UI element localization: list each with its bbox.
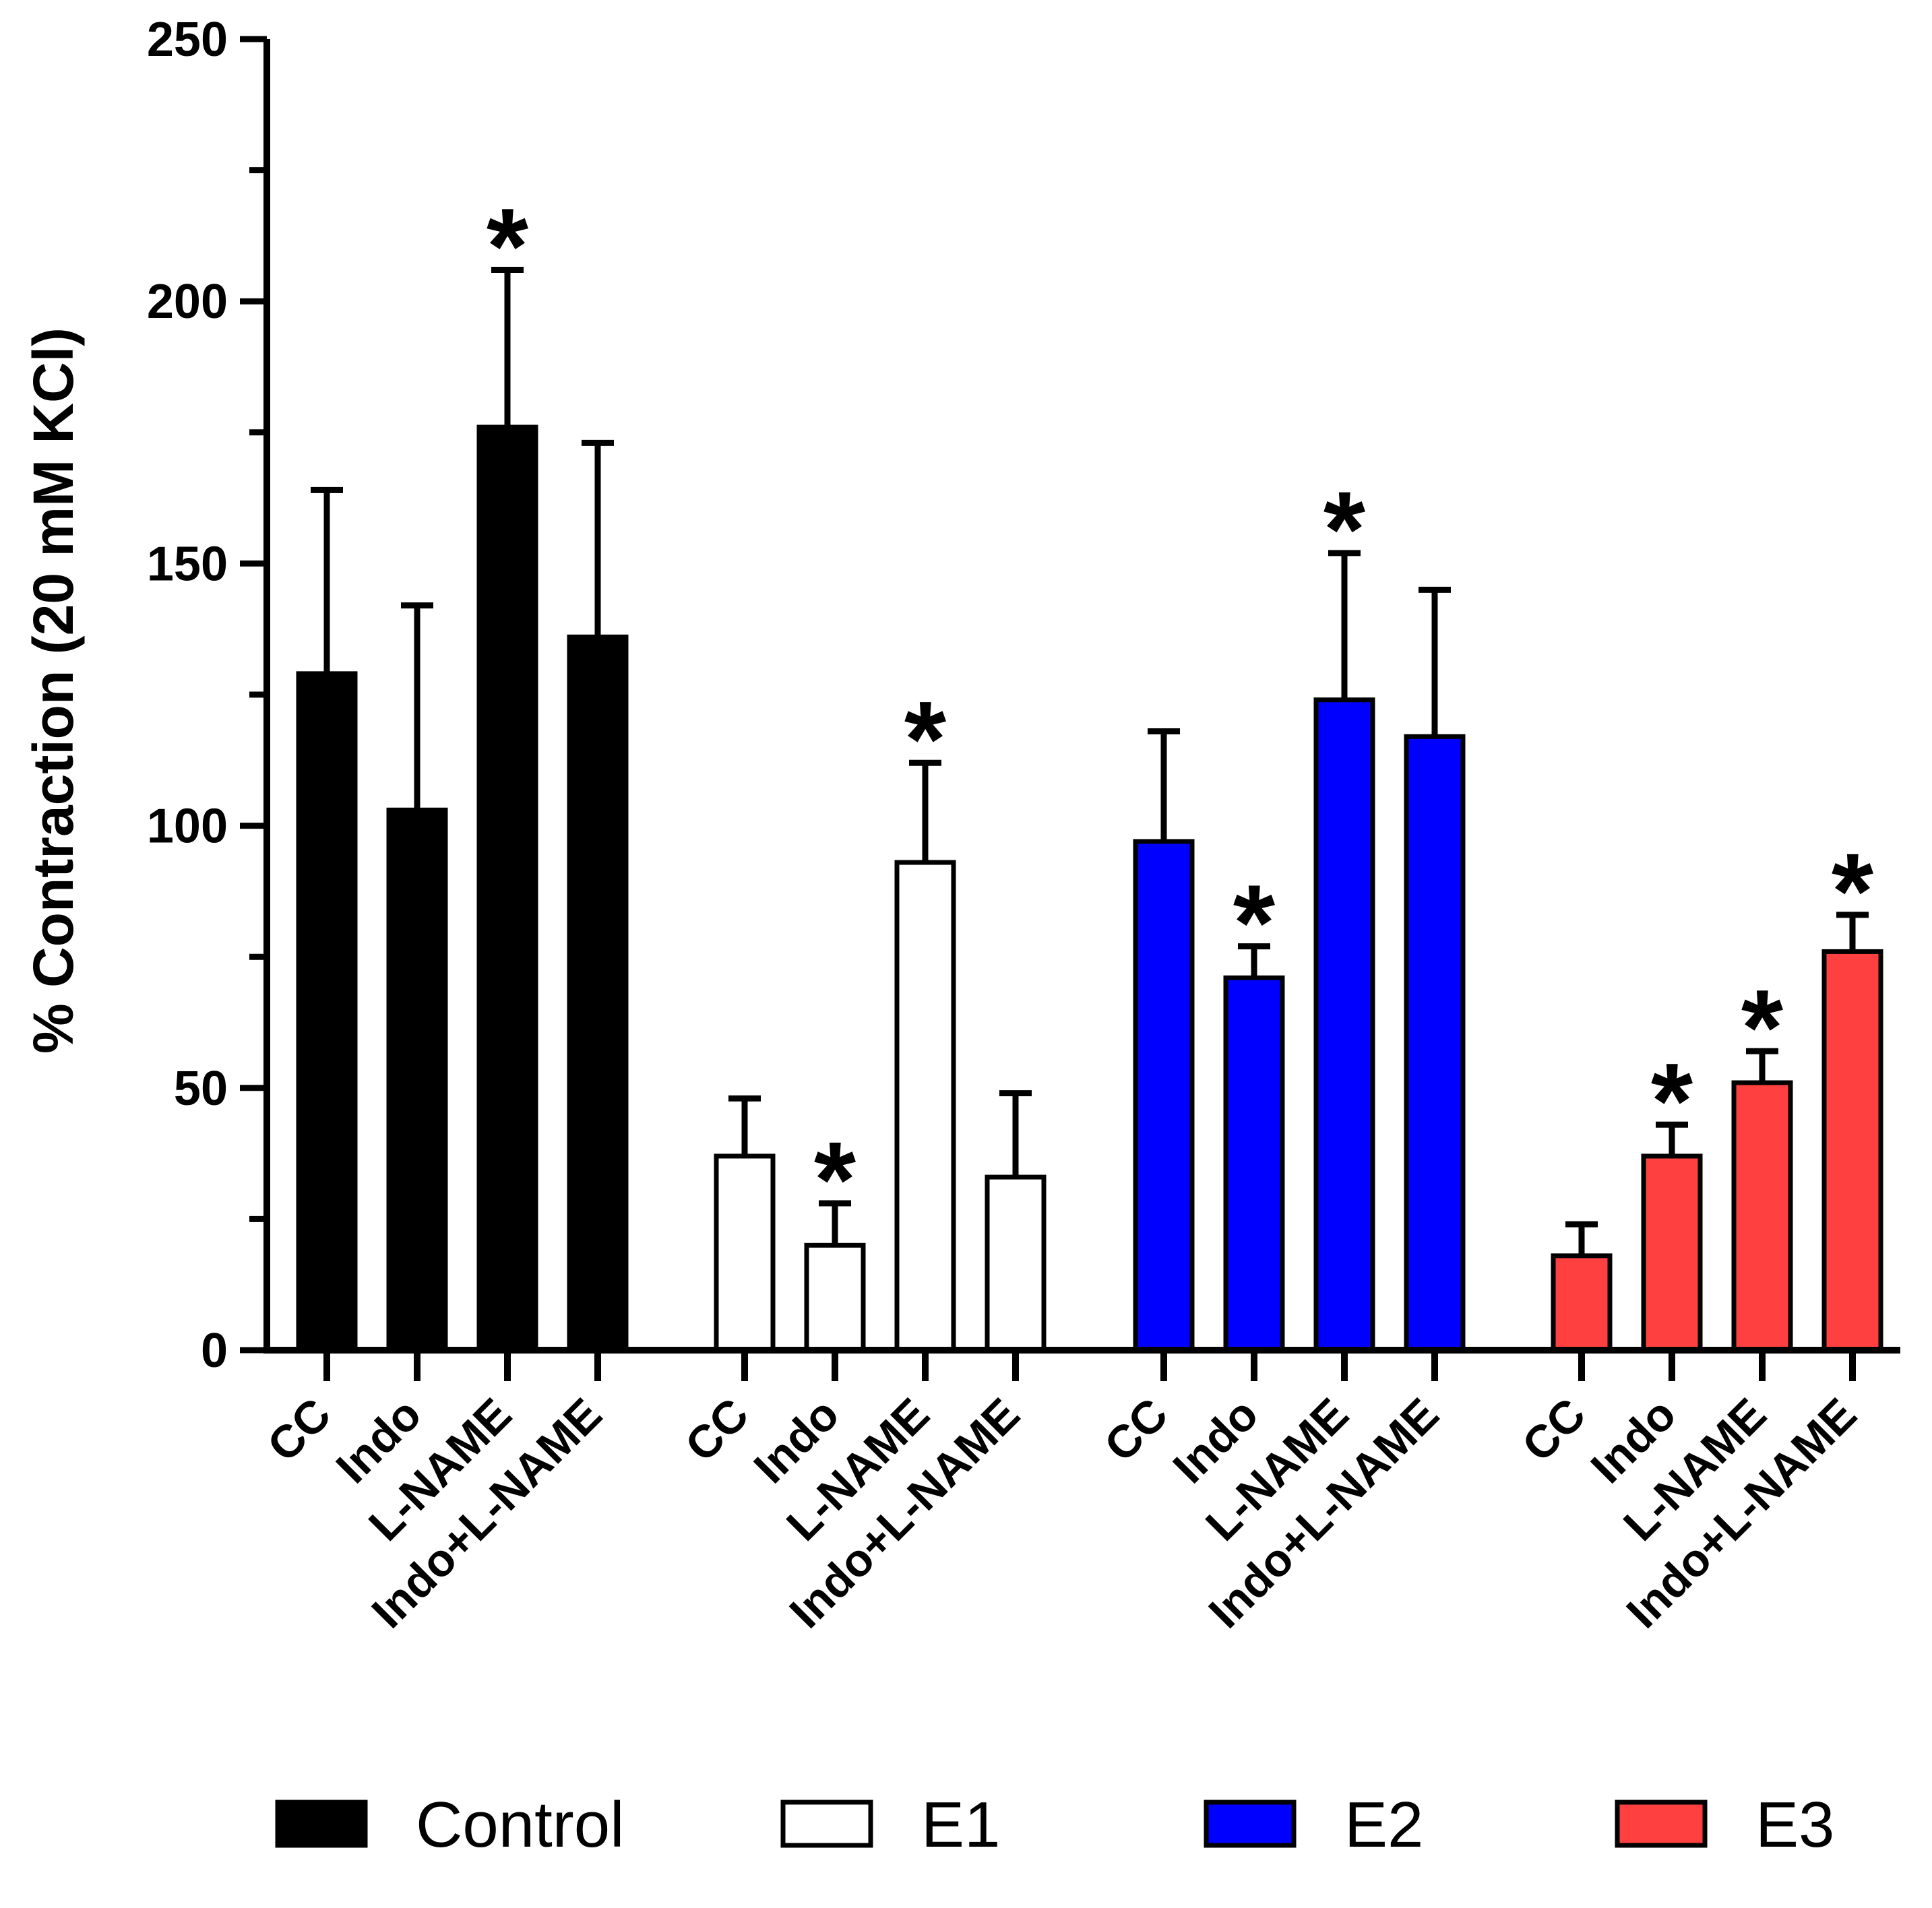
y-tick-label: 0 (201, 1324, 228, 1378)
significance-star: * (487, 185, 529, 306)
bar-e2 (1223, 975, 1285, 1353)
bar-e3 (1551, 1253, 1613, 1353)
legend-swatch (1615, 1800, 1708, 1848)
legend-swatch (780, 1800, 873, 1848)
bar-e3 (1641, 1153, 1703, 1353)
legend-label: Control (416, 1789, 624, 1861)
bar-e1 (714, 1153, 776, 1353)
y-axis: 0 50 100 150 200 250 (147, 13, 270, 1378)
bar-control (567, 634, 629, 1353)
legend: Control E1 E2 E3 (275, 1789, 1834, 1861)
bar-control (476, 424, 538, 1353)
bar-e1 (894, 860, 956, 1353)
y-tick-label: 200 (147, 275, 228, 329)
significance-star: * (1651, 1040, 1693, 1161)
legend-item-e1: E1 (780, 1789, 1000, 1861)
significance-star: * (1323, 469, 1366, 590)
bar-control (386, 807, 448, 1353)
legend-item-e2: E2 (1204, 1789, 1423, 1861)
legend-label: E2 (1344, 1789, 1423, 1861)
legend-swatch (1204, 1800, 1297, 1848)
y-tick-label: 150 (147, 537, 228, 591)
significance-star: * (1741, 967, 1784, 1087)
bar-e1 (804, 1242, 866, 1353)
bar-e2 (1133, 839, 1195, 1353)
bar-control (296, 671, 358, 1353)
legend-item-e3: E3 (1615, 1789, 1834, 1861)
y-axis-title: % Contraction (20 mM KCl) (22, 327, 85, 1054)
y-tick-label: 100 (147, 800, 228, 854)
legend-label: E1 (921, 1789, 1000, 1861)
bar-e2 (1404, 734, 1466, 1353)
legend-swatch (275, 1800, 368, 1848)
bar-e3 (1821, 949, 1883, 1353)
legend-item-control: Control (275, 1789, 624, 1861)
bar-e2 (1313, 697, 1375, 1353)
significance-star: * (1832, 831, 1874, 951)
y-tick-label: 50 (174, 1062, 228, 1116)
bar-e1 (985, 1174, 1047, 1353)
significance-star: * (1233, 862, 1276, 983)
legend-label: E3 (1755, 1789, 1834, 1861)
y-tick-label: 250 (147, 13, 228, 67)
significance-star: * (904, 678, 947, 799)
bar-e3 (1731, 1080, 1793, 1353)
bars: * * * * * * * * (296, 185, 1883, 1353)
significance-star: * (814, 1119, 856, 1240)
